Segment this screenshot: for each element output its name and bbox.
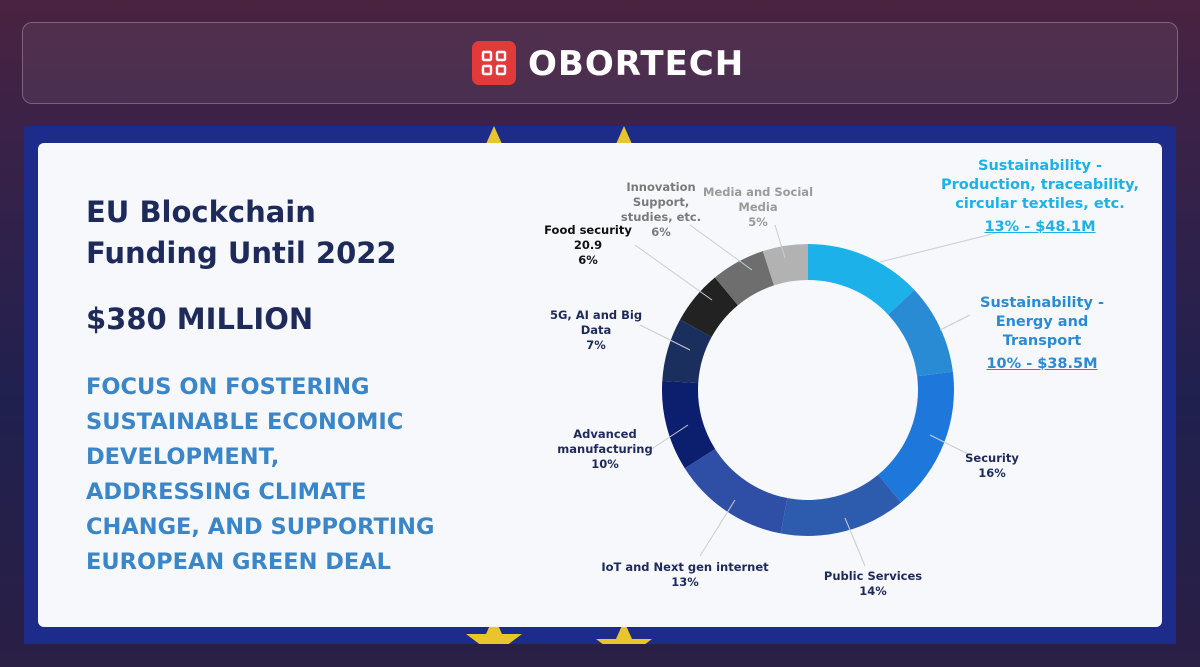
brand: OBORTECH: [528, 44, 745, 84]
donut-segment: [808, 244, 915, 315]
chart-title: EU Blockchain Funding Until 2022: [86, 195, 397, 270]
leader-line: [879, 231, 1001, 263]
segment-label: Food security 20.9 6%: [543, 223, 633, 268]
segment-label: Innovation Support, studies, etc. 6%: [616, 180, 706, 240]
segment-label: Security 16%: [952, 451, 1032, 481]
value-label: 13%: [671, 575, 699, 589]
leader-line: [844, 517, 866, 567]
category-name: 5G, AI and Big Data: [549, 308, 643, 337]
logo-icon: [481, 50, 507, 76]
value-label: 7%: [586, 338, 606, 352]
value-label: 10%: [591, 457, 619, 471]
leader-line: [649, 424, 689, 451]
category-name: Media and Social Media: [703, 185, 814, 214]
header-bar: [22, 22, 1178, 104]
value-label: 6%: [578, 253, 598, 267]
value-label: 16%: [978, 466, 1006, 480]
donut-segment: [714, 251, 775, 306]
category-name: Security: [965, 451, 1019, 465]
leader-line: [689, 224, 753, 271]
leader-line: [699, 499, 736, 557]
category-name: Food security 20.9: [544, 223, 632, 252]
segment-label: Sustainability - Production, traceabilit…: [935, 157, 1145, 237]
leader-line: [929, 434, 971, 456]
donut-segment: [762, 244, 808, 286]
donut-segment: [680, 277, 738, 338]
donut-segment: [662, 319, 712, 384]
category-name: Sustainability - Production, traceabilit…: [941, 158, 1139, 212]
value-label: 6%: [651, 225, 671, 239]
category-name: Innovation Support, studies, etc.: [620, 180, 702, 224]
donut-segment: [662, 380, 716, 469]
category-name: Advanced manufacturing: [557, 427, 653, 456]
category-name: Sustainability - Energy and Transport: [980, 295, 1104, 349]
segment-label: 5G, AI and Big Data 7%: [549, 308, 644, 353]
chart-subtitle: $380 MILLION: [86, 302, 314, 336]
segment-label: Public Services 14%: [813, 569, 933, 599]
logo: [472, 41, 516, 85]
category-name: IoT and Next gen internet: [601, 560, 769, 574]
annotation: FOCUS ON FOSTERING SUSTAINABLE ECONOMIC …: [86, 374, 435, 575]
leader-line: [639, 324, 691, 351]
leader-line: [939, 314, 971, 331]
segment-label: Advanced manufacturing 10%: [550, 427, 660, 472]
leader-line: [774, 224, 786, 259]
donut-segment: [878, 371, 955, 503]
donut-segment: [780, 474, 902, 536]
value-label: 13% - $48.1M: [984, 219, 1096, 235]
category-name: Public Services: [823, 569, 923, 583]
leader-line: [634, 244, 713, 301]
segment-label: Sustainability - Energy and Transport 10%…: [962, 294, 1122, 374]
donut-segment: [684, 448, 788, 534]
value-label: 5%: [748, 215, 768, 229]
donut-segment: [888, 290, 953, 377]
value-label: 10% - $38.5M: [986, 356, 1098, 372]
value-label: 14%: [859, 584, 887, 598]
segment-label: IoT and Next gen internet 13%: [595, 560, 775, 590]
segment-label: Media and Social Media 5%: [703, 185, 813, 230]
card: [38, 143, 1162, 627]
